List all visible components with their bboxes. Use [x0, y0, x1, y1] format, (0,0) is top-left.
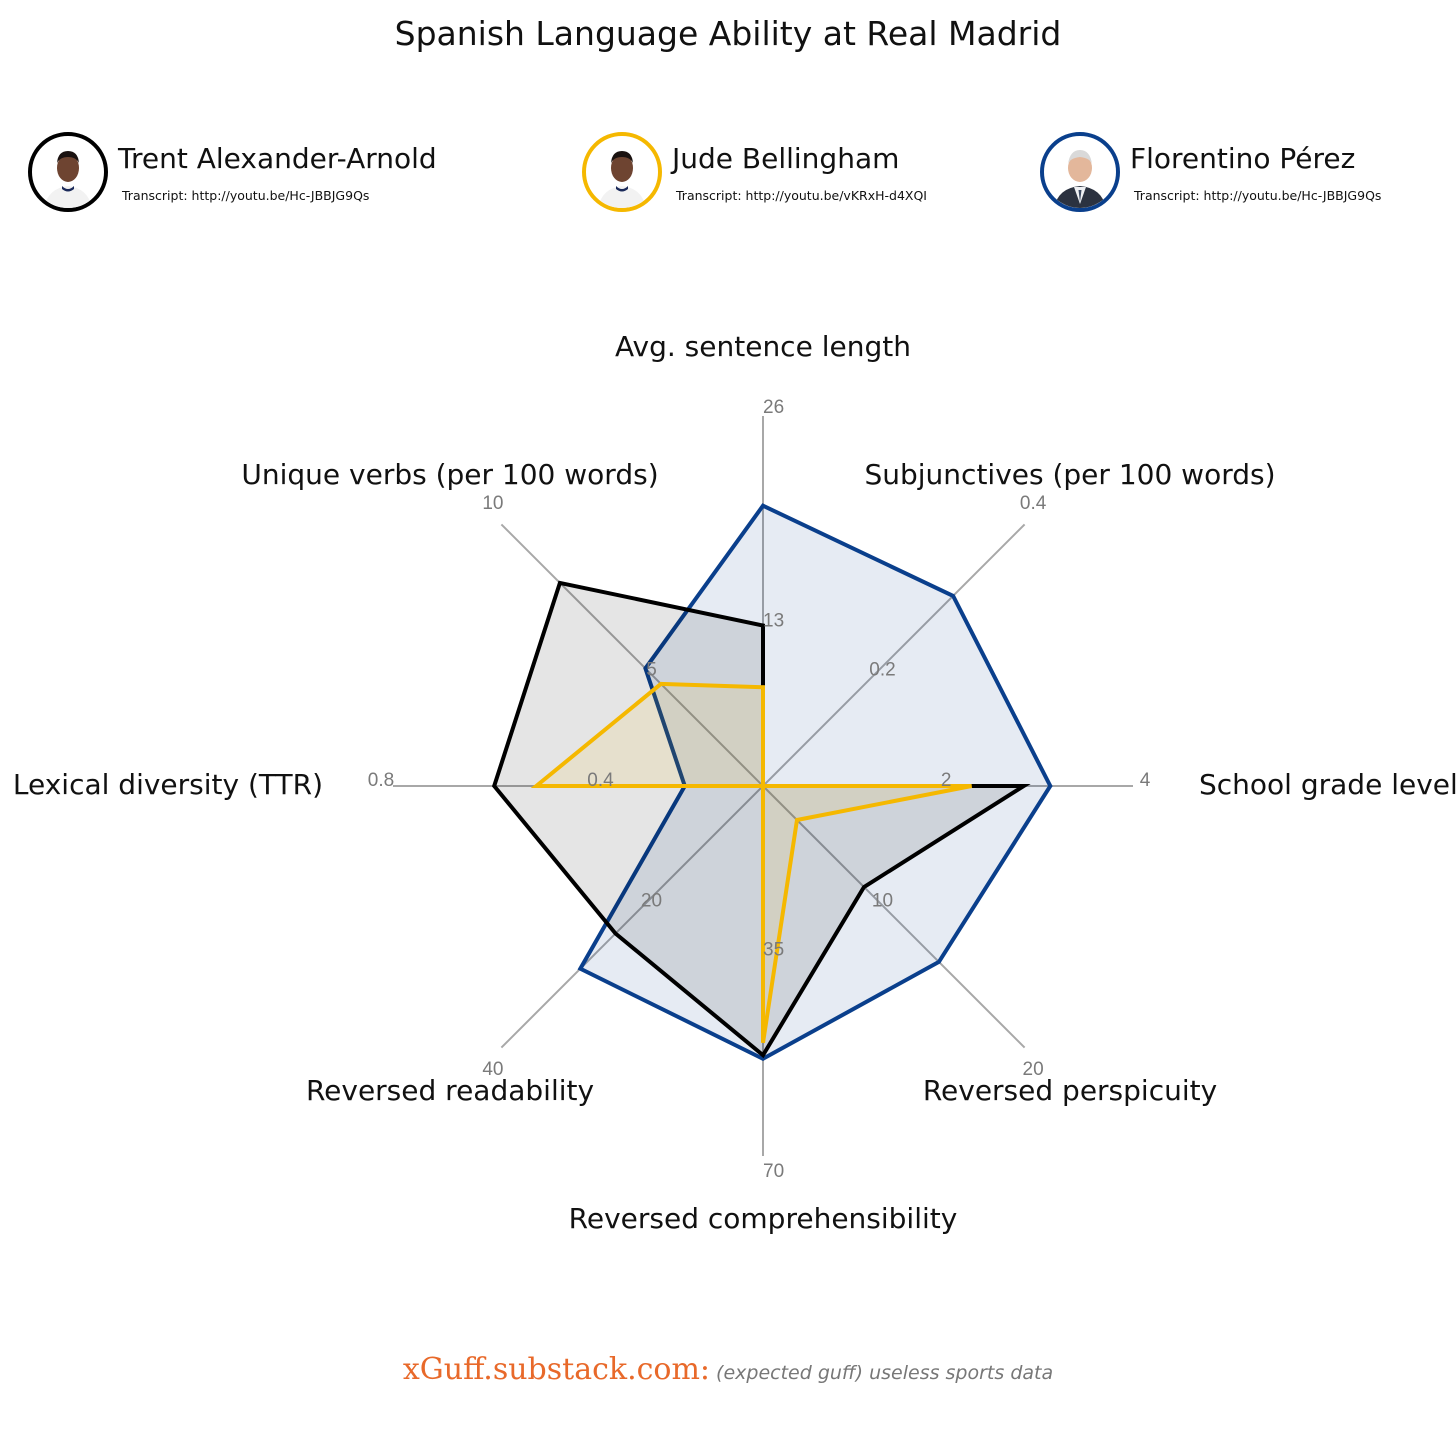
axis-label: Subjunctives (per 100 words): [864, 458, 1275, 491]
footer: xGuff.substack.com: (expected guff) usele…: [0, 1352, 1456, 1387]
tick-label: 10: [872, 891, 893, 912]
legend-name: Trent Alexander-Arnold: [118, 142, 437, 175]
chart-title: Spanish Language Ability at Real Madrid: [394, 14, 1062, 53]
player-portrait-icon: [582, 132, 662, 212]
tick-label: 0.4: [1020, 493, 1047, 514]
axis-label: Reversed perspicuity: [923, 1074, 1217, 1107]
axis-label: Reversed comprehensibility: [569, 1202, 958, 1235]
axis-label: Unique verbs (per 100 words): [241, 458, 658, 491]
tick-label: 70: [763, 1161, 784, 1182]
legend-transcript-link[interactable]: Transcript: http://youtu.be/Hc-JBBJG9Qs: [122, 188, 370, 203]
tick-label: 26: [763, 397, 784, 418]
axis-label: Reversed readability: [306, 1074, 594, 1107]
tick-label: 35: [763, 940, 784, 961]
legend-name: Florentino Pérez: [1130, 142, 1356, 175]
footer-tagline: (expected guff) useless sports data: [716, 1362, 1054, 1384]
series-polygon: [530, 681, 972, 1044]
legend-transcript-link[interactable]: Transcript: http://youtu.be/Hc-JBBJG9Qs: [1134, 188, 1382, 203]
tick-label: 2: [941, 770, 952, 791]
tick-label: 40: [482, 1059, 503, 1080]
tick-label: 4: [1140, 770, 1151, 791]
footer-site-link[interactable]: xGuff.substack.com:: [402, 1352, 711, 1387]
tick-label: 0.4: [587, 770, 614, 791]
tick-label: 5: [646, 660, 657, 681]
tick-label: 0.2: [869, 660, 895, 681]
axis-line: [500, 785, 764, 1049]
legend-name: Jude Bellingham: [672, 142, 900, 175]
axis-line: [500, 523, 764, 787]
axis-label: School grade level: [1199, 768, 1456, 801]
axis-line: [762, 785, 1026, 1049]
axis-label: Avg. sentence length: [615, 330, 911, 363]
player-portrait-icon: [28, 132, 108, 212]
axis-label: Lexical diversity (TTR): [13, 768, 323, 801]
president-portrait-icon: [1040, 132, 1120, 212]
tick-label: 20: [1023, 1059, 1044, 1080]
tick-label: 13: [763, 611, 784, 632]
tick-label: 20: [641, 891, 662, 912]
series-polygon: [577, 503, 1053, 1062]
tick-label: 0.8: [368, 770, 394, 791]
tick-label: 10: [482, 493, 503, 514]
legend-transcript-link[interactable]: Transcript: http://youtu.be/vKRxH-d4XQI: [676, 188, 927, 203]
axis-line: [762, 523, 1026, 787]
